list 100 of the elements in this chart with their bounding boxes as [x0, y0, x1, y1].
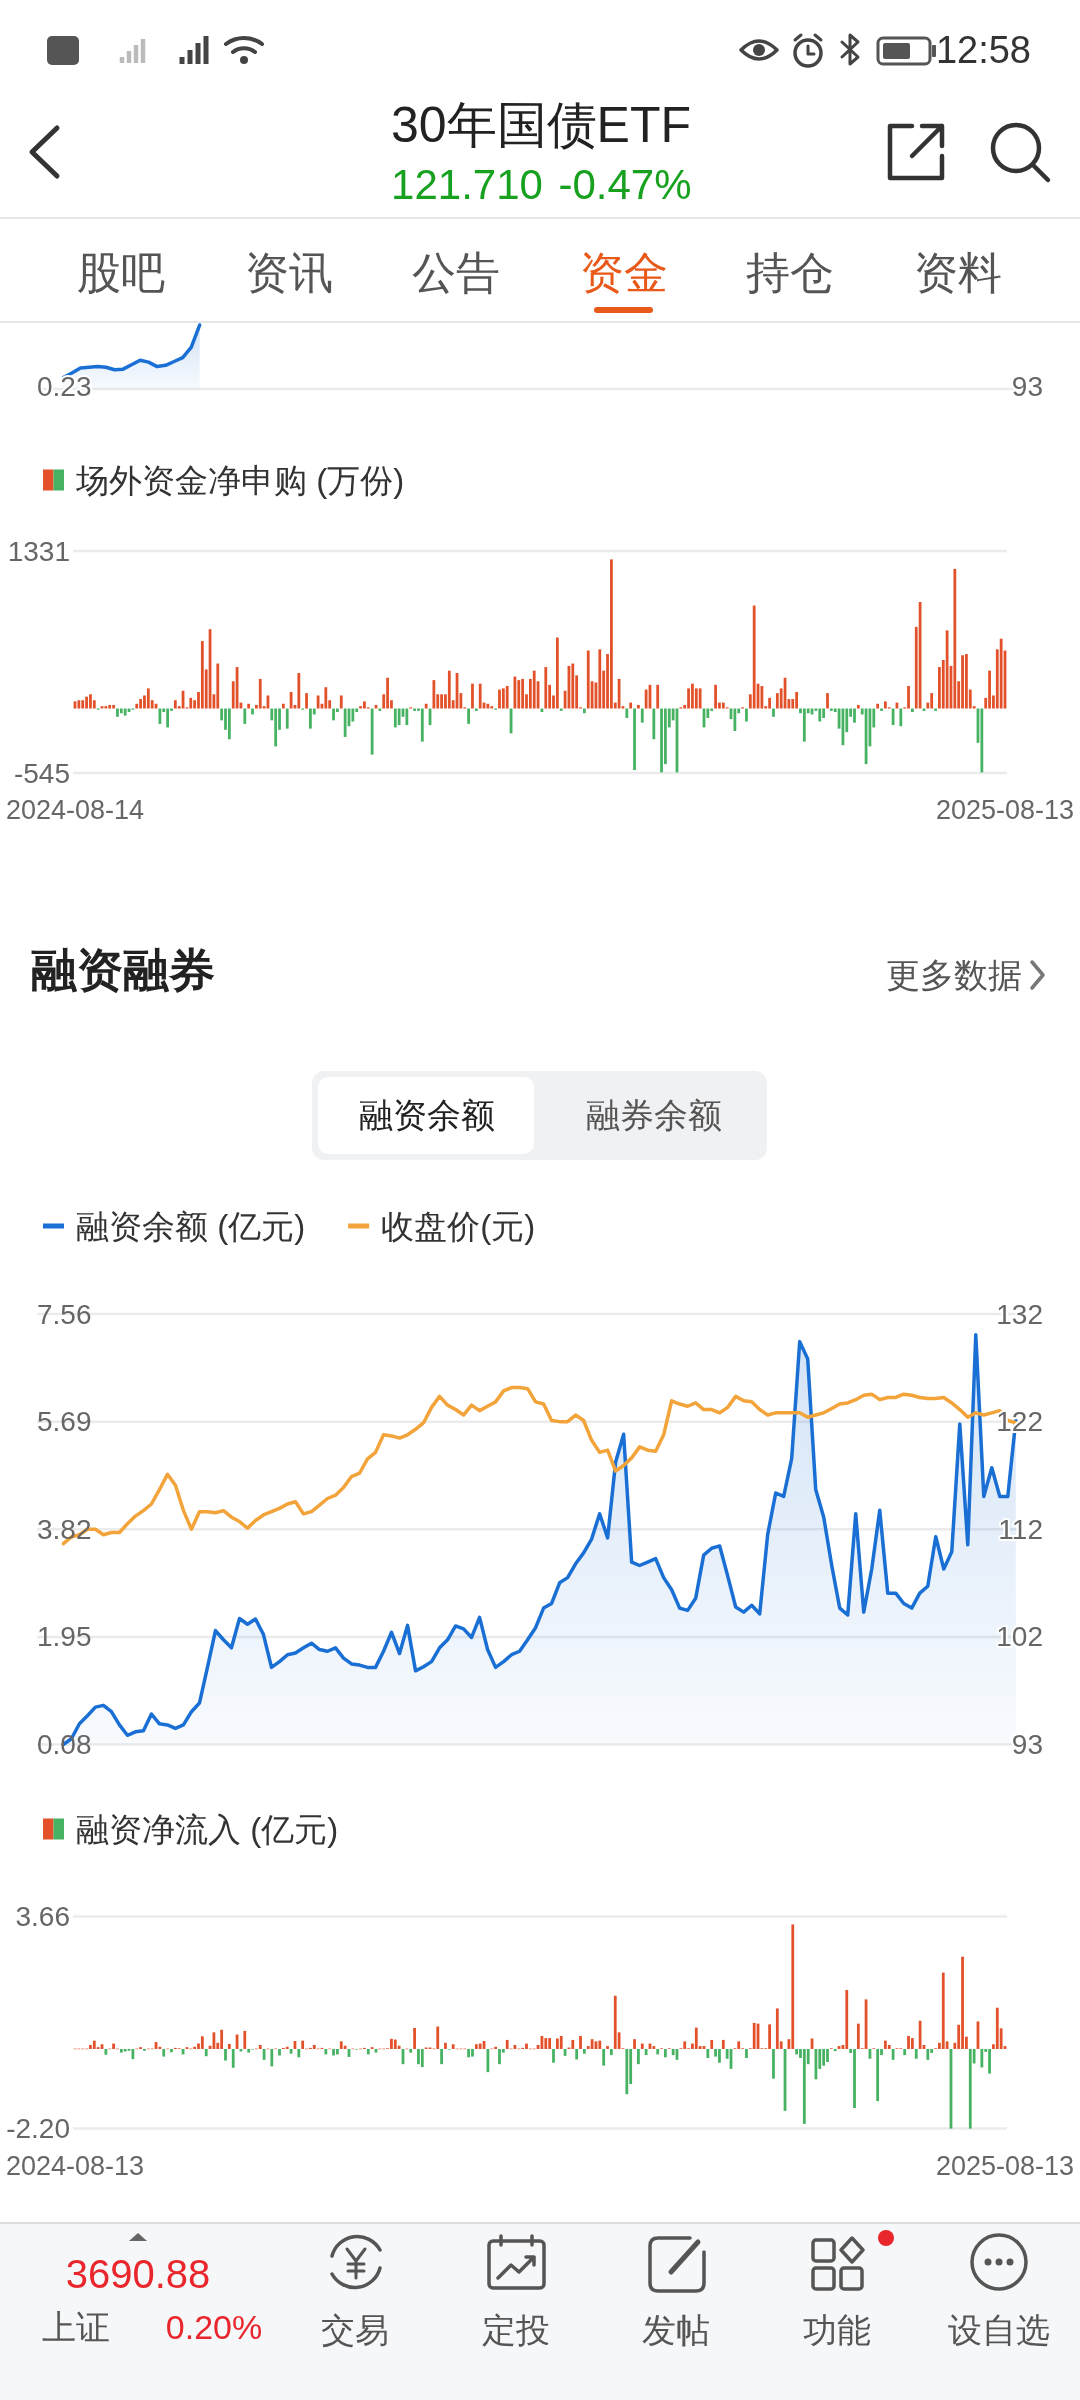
- bar: [772, 2048, 775, 2079]
- bar: [822, 708, 826, 718]
- bar: [112, 2043, 115, 2049]
- bar: [899, 708, 903, 727]
- text: 93: [1011, 370, 1043, 402]
- bar: [671, 2048, 675, 2056]
- bar: [718, 2048, 721, 2063]
- bar: [598, 2040, 602, 2049]
- bar: [417, 2048, 420, 2065]
- bar: [274, 708, 278, 747]
- bar: [941, 1972, 945, 2049]
- bar: [224, 2048, 227, 2061]
- bar: [498, 2048, 501, 2065]
- bar: [733, 708, 737, 731]
- bar: [571, 663, 575, 709]
- bar: [89, 694, 92, 709]
- bar: [652, 708, 656, 740]
- bar: [413, 2027, 416, 2049]
- chart-title: 融资融券: [31, 944, 215, 996]
- bar: [625, 708, 629, 718]
- bar: [301, 2040, 305, 2049]
- bar: [795, 691, 799, 709]
- bar: [980, 708, 984, 773]
- text: 定投: [482, 2311, 550, 2349]
- bar: [220, 2029, 224, 2049]
- x-tick-label: 2025-08-13: [935, 795, 1075, 825]
- bar: [745, 2048, 748, 2059]
- bar: [200, 2036, 204, 2049]
- x-tick-label: 2025-08-13: [935, 2151, 1075, 2181]
- text: 持仓: [746, 247, 834, 297]
- bar: [89, 2044, 92, 2049]
- bar: [200, 641, 204, 709]
- text: -0.47%: [558, 160, 692, 208]
- bar: [579, 2035, 582, 2049]
- bar: [104, 706, 108, 709]
- bar: [640, 2043, 644, 2049]
- x-tick-label: 2024-08-14: [5, 795, 145, 825]
- y-tick-label: -545: [13, 757, 70, 789]
- bar: [77, 700, 81, 709]
- bar: [243, 708, 247, 724]
- bar: [999, 638, 1003, 709]
- text: 融券余额: [586, 1096, 722, 1134]
- bar: [802, 2048, 806, 2124]
- bar: [498, 689, 501, 709]
- bar: [660, 708, 663, 773]
- bar: [366, 2048, 370, 2055]
- bar: [447, 670, 451, 709]
- bar: [270, 2048, 274, 2067]
- bar: [85, 696, 88, 709]
- bar: [633, 708, 636, 771]
- bar: [694, 2027, 698, 2049]
- text: 121.710: [391, 160, 543, 208]
- bar: [687, 688, 690, 709]
- bar: [92, 2040, 96, 2049]
- bar: [243, 2030, 247, 2049]
- bar: [856, 704, 860, 709]
- text: 资金: [580, 247, 668, 297]
- bar: [490, 706, 494, 709]
- bar: [285, 2046, 289, 2049]
- bar: [602, 2048, 606, 2066]
- bar: [656, 684, 660, 709]
- y-tick-label: 0.08: [37, 1729, 92, 1760]
- bar: [706, 2048, 710, 2059]
- bar: [393, 708, 397, 728]
- bar: [586, 650, 590, 709]
- y-tick-label: 5.69: [37, 1406, 92, 1438]
- bar: [131, 2048, 135, 2060]
- bar: [227, 708, 231, 740]
- bar: [119, 2048, 123, 2053]
- bar: [644, 2048, 648, 2056]
- bar: [683, 2041, 687, 2049]
- bar: [965, 654, 968, 709]
- bar: [162, 2048, 166, 2057]
- text: 交易: [321, 2311, 389, 2349]
- bar: [652, 2046, 656, 2049]
- bar: [231, 2048, 235, 2068]
- x-tick-label: 2024-08-13: [5, 2151, 145, 2181]
- bar: [390, 2038, 393, 2049]
- bar: [285, 708, 289, 729]
- bar: [471, 2048, 474, 2057]
- bar: [961, 655, 964, 709]
- bar: [552, 2048, 555, 2063]
- text: 30年国债ETF: [390, 97, 692, 153]
- bar: [216, 663, 220, 709]
- bar: [440, 694, 443, 709]
- bar: [822, 2048, 826, 2066]
- bar: [737, 2041, 741, 2049]
- bar: [911, 708, 914, 713]
- text: 上证: [42, 2308, 110, 2346]
- bar: [444, 2042, 447, 2049]
- bar: [544, 667, 548, 709]
- bar: [258, 2044, 262, 2049]
- bar: [903, 2048, 907, 2056]
- bar: [339, 2041, 343, 2049]
- bar: [980, 2048, 984, 2068]
- bar: [336, 2048, 339, 2055]
- bar: [575, 2048, 579, 2060]
- bar: [637, 704, 640, 709]
- bar: [548, 2038, 552, 2049]
- bar: [135, 703, 139, 709]
